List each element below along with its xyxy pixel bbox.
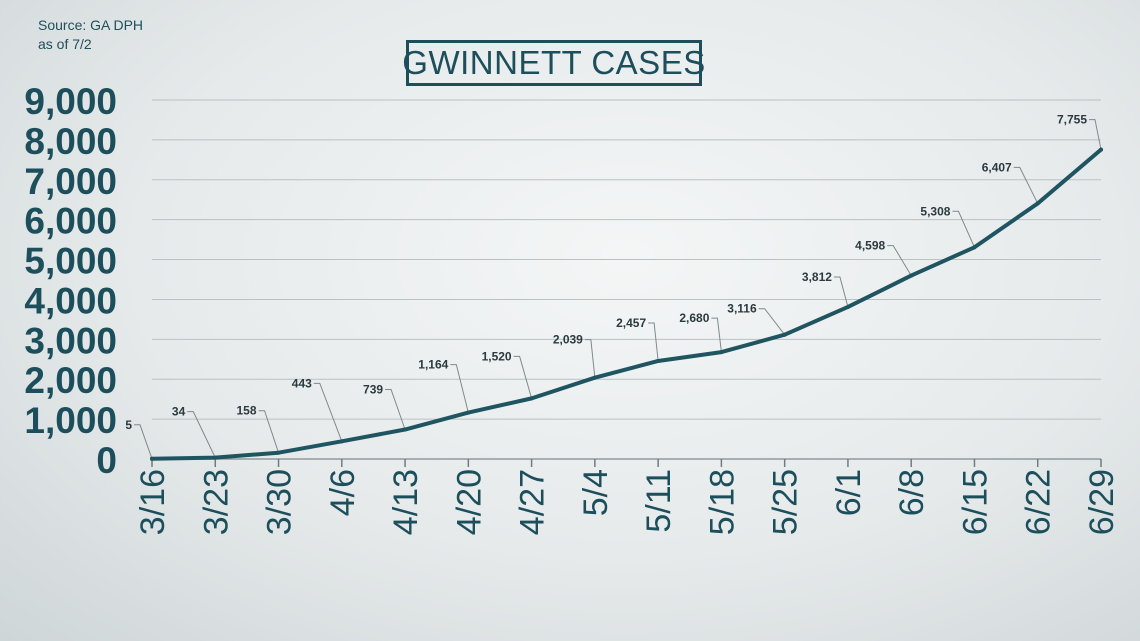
data-label: 1,164 (418, 358, 448, 372)
data-label-leader (758, 308, 786, 336)
data-label-leader (648, 322, 659, 362)
y-tick-label: 4,000 (24, 280, 117, 321)
data-label: 158 (237, 404, 257, 418)
data-label-leader (1013, 166, 1039, 204)
x-tick-label: 6/15 (956, 469, 994, 535)
source-line-2: as of 7/2 (38, 36, 92, 52)
x-tick-label: 5/11 (640, 469, 678, 533)
data-point (529, 396, 534, 401)
data-point (466, 410, 471, 415)
y-tick-label: 9,000 (24, 81, 117, 122)
chart-title-box: GWINNETT CASES (402, 40, 705, 86)
x-tick-label: 5/4 (577, 469, 615, 516)
x-tick-label: 6/22 (1020, 469, 1058, 535)
data-label: 34 (172, 405, 186, 419)
data-label: 3,116 (727, 302, 757, 316)
data-label-leader (187, 411, 216, 458)
data-point (339, 439, 344, 444)
data-label-leader (313, 382, 343, 442)
data-point (403, 427, 408, 432)
data-point (782, 332, 787, 337)
x-tick-label: 3/30 (261, 469, 299, 535)
x-tick-label: 4/6 (324, 469, 362, 516)
y-tick-label: 2,000 (24, 360, 117, 401)
data-label: 443 (292, 376, 312, 390)
y-tick-label: 1,000 (24, 400, 117, 441)
series-line (150, 147, 1103, 461)
y-tick-label: 0 (96, 440, 117, 481)
data-label: 5 (125, 418, 132, 432)
data-label-leader (258, 410, 280, 453)
data-label-leader (952, 210, 975, 248)
data-label: 5,308 (920, 204, 950, 218)
x-tick-label: 4/27 (514, 469, 552, 535)
x-tick-label: 4/20 (450, 469, 488, 535)
data-label: 6,407 (982, 160, 1012, 174)
data-label: 739 (363, 383, 383, 397)
source-note: Source: GA DPH as of 7/2 (38, 16, 143, 54)
data-point (1099, 147, 1103, 152)
data-label-leader (513, 355, 533, 399)
x-tick-label: 5/25 (767, 469, 805, 535)
y-tick-label: 6,000 (24, 201, 117, 242)
data-point (656, 358, 661, 363)
data-label-leader (134, 424, 153, 459)
data-point (845, 304, 850, 309)
data-point (276, 450, 281, 455)
data-label: 4,598 (855, 239, 885, 253)
x-tick-label: 6/29 (1083, 469, 1121, 535)
data-point (972, 245, 977, 250)
data-point (909, 273, 914, 278)
x-tick-label: 6/8 (893, 469, 931, 516)
data-label: 2,039 (553, 333, 583, 347)
x-tick-label: 4/13 (387, 469, 425, 535)
data-label-leader (711, 317, 722, 353)
data-label-leader (584, 339, 596, 378)
y-tick-label: 5,000 (24, 241, 117, 282)
x-tick-label: 3/23 (197, 469, 235, 535)
source-line-1: Source: GA DPH (38, 17, 144, 33)
data-label-leader (1089, 119, 1102, 150)
y-tick-label: 8,000 (24, 121, 117, 162)
data-point (592, 375, 597, 380)
y-tick-label: 7,000 (24, 161, 117, 202)
data-point (1035, 201, 1040, 206)
y-tick-label: 3,000 (24, 320, 117, 361)
data-point (719, 350, 724, 355)
x-tick-label: 6/1 (830, 469, 868, 516)
data-label: 2,457 (616, 316, 646, 330)
data-label: 1,520 (482, 349, 512, 363)
data-label-leader (385, 389, 406, 430)
x-tick-label: 5/18 (703, 469, 741, 535)
data-label-leader (450, 364, 469, 413)
chart-title: GWINNETT CASES (402, 44, 706, 81)
data-point (213, 455, 218, 460)
x-tick-label: 3/16 (134, 469, 172, 535)
data-label: 2,680 (679, 311, 709, 325)
data-label: 3,812 (802, 270, 832, 284)
data-label-leader (887, 245, 912, 276)
data-label: 7,755 (1057, 113, 1087, 127)
data-label-leader (833, 276, 849, 308)
data-point (150, 456, 154, 461)
